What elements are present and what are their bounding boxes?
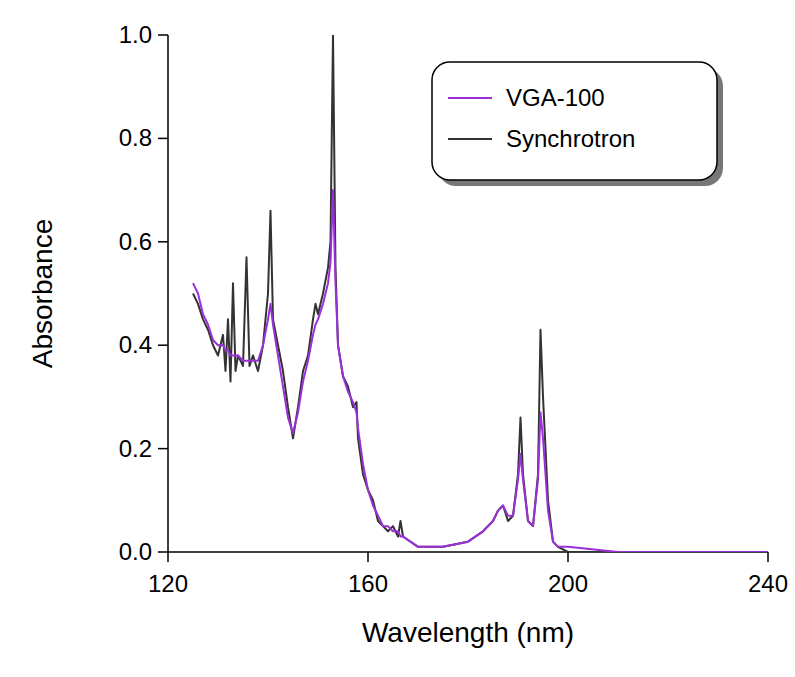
legend-swatch: [448, 138, 492, 140]
series-line: [193, 35, 768, 552]
y-tick: [158, 138, 168, 140]
y-tick: [158, 34, 168, 36]
legend-swatch: [448, 97, 492, 99]
legend-label: Synchrotron: [506, 125, 635, 152]
y-tick: [158, 448, 168, 450]
y-tick-label: 1.0: [119, 21, 152, 48]
x-tick-label: 200: [548, 570, 588, 597]
x-tick-label: 120: [148, 570, 188, 597]
x-tick-label: 160: [348, 570, 388, 597]
plot-lines: [193, 35, 768, 552]
y-tick: [158, 241, 168, 243]
x-tick: [767, 552, 769, 562]
y-tick: [158, 344, 168, 346]
y-axis: [167, 35, 169, 552]
y-tick-label: 0.8: [119, 124, 152, 151]
y-tick-label: 0.2: [119, 435, 152, 462]
series-line: [193, 190, 768, 552]
legend-box: [432, 62, 717, 180]
x-axis-title: Wavelength (nm): [362, 617, 574, 648]
x-tick-label: 240: [748, 570, 788, 597]
x-tick: [167, 552, 169, 562]
x-tick: [367, 552, 369, 562]
y-tick-label: 0.4: [119, 331, 152, 358]
x-tick: [567, 552, 569, 562]
y-tick-label: 0.0: [119, 538, 152, 565]
chart: 0.0 0.2 0.4 0.6 0.8 1.0 120 160 200 240 Wavelength…: [0, 0, 795, 677]
legend-label: VGA-100: [506, 84, 605, 111]
y-tick-label: 0.6: [119, 228, 152, 255]
legend: VGA-100 Synchrotron: [432, 62, 723, 186]
y-tick: [158, 551, 168, 553]
y-axis-title: Absorbance: [27, 219, 58, 368]
